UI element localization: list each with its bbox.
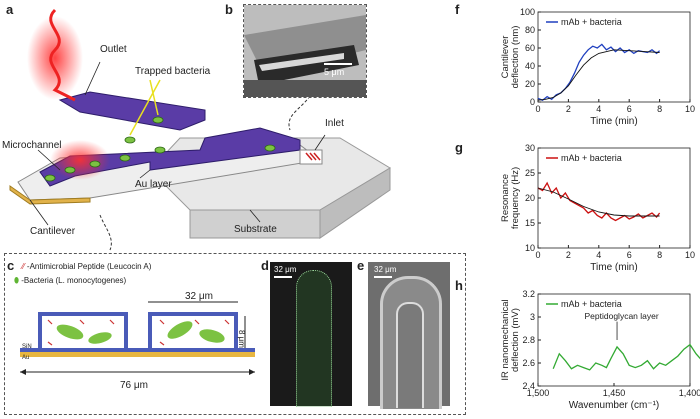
legend-bacteria: -Bacteria (L. monocytogenes) <box>21 276 127 285</box>
panel-g-letter: g <box>455 140 463 155</box>
panel-e-letter: e <box>357 258 365 273</box>
label-au-layer: Au layer <box>135 179 172 190</box>
bright-scale-label: 32 μm <box>374 265 397 274</box>
inlet-port <box>299 149 323 165</box>
label-outlet: Outlet <box>100 44 127 55</box>
layer-au-label: Au <box>22 355 30 361</box>
y-tick-label: 3.2 <box>522 289 535 299</box>
x-tick-label: 8 <box>657 104 662 114</box>
label-cantilever: Cantilever <box>30 226 76 237</box>
panel-c-frame <box>4 253 466 415</box>
brightfield-image: 32 μm <box>368 262 450 409</box>
y-axis-label: deflection (mV) <box>510 308 521 372</box>
x-axis-label: Time (min) <box>590 116 637 127</box>
y-tick-label: 20 <box>525 193 535 203</box>
x-tick-label: 6 <box>627 250 632 260</box>
legend-label: mAb + bacteria <box>561 153 622 163</box>
y-tick-label: 100 <box>520 7 535 17</box>
x-tick-label: 4 <box>596 104 601 114</box>
label-substrate: Substrate <box>234 224 277 235</box>
x-tick-label: 4 <box>596 250 601 260</box>
plot-frame <box>537 11 691 103</box>
layer-sin-label: SiN <box>22 344 32 350</box>
x-tick-label: 1,450 <box>603 388 626 398</box>
y-tick-label: 3 <box>530 312 535 322</box>
cross-section-diagram <box>20 301 255 375</box>
y-tick-label: 2.4 <box>522 381 535 391</box>
fluor-scale-label: 32 μm <box>274 265 297 274</box>
y-tick-label: 30 <box>525 143 535 153</box>
series-line <box>552 343 700 371</box>
sem-image <box>244 5 366 97</box>
chart-h: 1,500 1,450 1,400 2.4 2.6 2.8 3 3.2 Wavenumber (… <box>500 289 700 411</box>
bacteria-markers <box>44 116 276 182</box>
label-trapped-bacteria: Trapped bacteria <box>135 66 211 77</box>
x-tick-label: 1,400 <box>679 388 700 398</box>
y-axis-label: frequency (Hz) <box>510 167 521 229</box>
sem-scale-label: 5 μm <box>324 67 345 77</box>
panel-a-schematic <box>9 8 391 251</box>
fit-line <box>537 187 660 217</box>
x-tick-label: 6 <box>627 104 632 114</box>
y-axis-label: Cantilever <box>500 36 511 79</box>
legend-label: mAb + bacteria <box>561 299 622 309</box>
panel-c-letter: c <box>7 258 15 273</box>
y-tick-label: 2.6 <box>522 358 535 368</box>
x-tick-label: 1,500 <box>527 388 550 398</box>
chart-g: 0 2 4 6 8 10 10 15 20 25 30 Time (min) Resonance freq… <box>500 143 695 273</box>
dim-total-label: 76 μm <box>120 380 148 391</box>
y-tick-label: 2.8 <box>522 335 535 345</box>
y-tick-label: 0 <box>530 97 535 107</box>
y-tick-label: 10 <box>525 243 535 253</box>
panel-a-letter: a <box>6 2 14 17</box>
series-line <box>537 181 661 222</box>
y-tick-label: 40 <box>525 61 535 71</box>
y-axis-label: Resonance <box>500 174 511 222</box>
dim-width-label: 32 μm <box>185 291 213 302</box>
legend-label: mAb + bacteria <box>561 17 622 27</box>
legend-peptide: -Antimicrobial Peptide (Leucocin A) <box>26 262 152 271</box>
y-tick-label: 20 <box>525 79 535 89</box>
series-line <box>537 43 661 101</box>
y-tick-label: 15 <box>525 218 535 228</box>
x-axis-label: Wavenumber (cm⁻¹) <box>569 400 659 411</box>
y-axis-label: IR nanomechanical <box>500 299 511 380</box>
x-tick-label: 2 <box>566 250 571 260</box>
label-inlet: Inlet <box>325 118 344 129</box>
x-axis-label: Time (min) <box>590 262 637 273</box>
x-tick-label: 10 <box>685 250 695 260</box>
fit-line <box>537 49 660 101</box>
panel-h-letter: h <box>455 278 463 293</box>
x-tick-label: 8 <box>657 250 662 260</box>
panel-d-letter: d <box>261 258 269 273</box>
fluorescence-image: 32 μm <box>270 262 352 407</box>
x-tick-label: 0 <box>535 104 540 114</box>
dim-height-label: 8 μm <box>237 330 246 348</box>
substrate-front <box>189 209 321 239</box>
x-tick-label: 10 <box>685 104 695 114</box>
y-tick-label: 25 <box>525 168 535 178</box>
y-axis-label: deflection (nm) <box>510 26 521 89</box>
panel-f-letter: f <box>455 2 460 17</box>
label-microchannel: Microchannel <box>2 140 62 151</box>
y-tick-label: 80 <box>525 25 535 35</box>
panel-b-frame: 5 μm <box>243 4 367 98</box>
microchannel-upper <box>58 91 206 131</box>
y-tick-label: 60 <box>525 43 535 53</box>
panel-b-letter: b <box>225 2 233 17</box>
annotation-label: Peptidoglycan layer <box>585 311 659 321</box>
x-tick-label: 2 <box>566 104 571 114</box>
x-tick-label: 0 <box>535 250 540 260</box>
